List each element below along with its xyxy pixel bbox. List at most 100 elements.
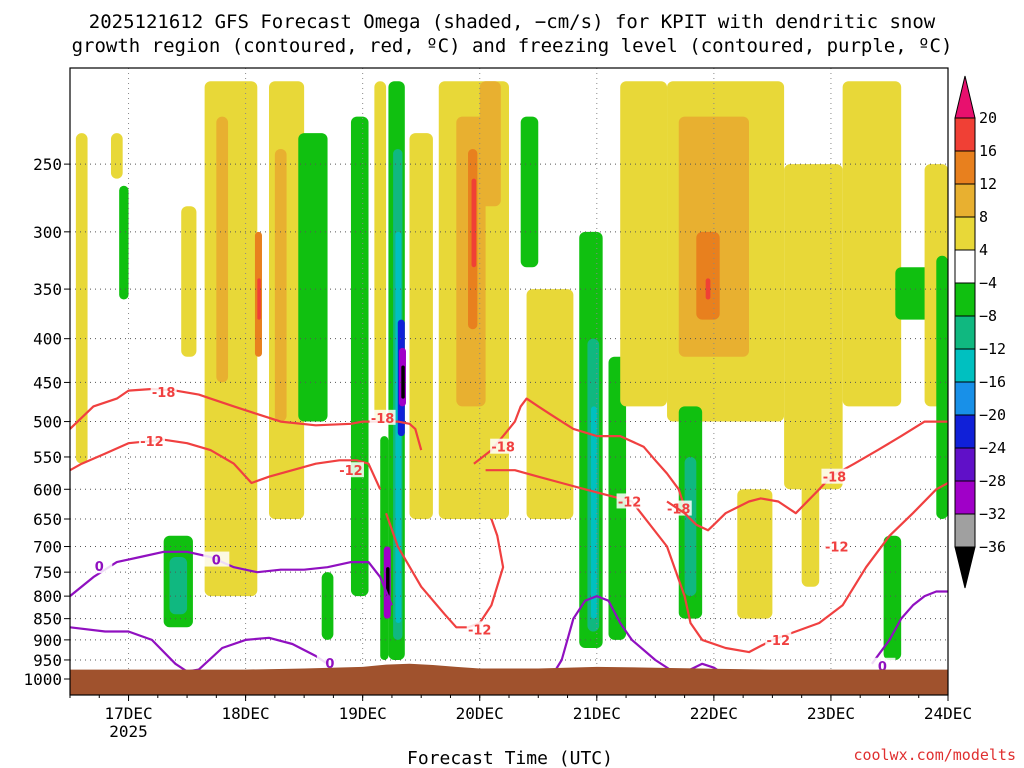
y-tick-label: 550 [33, 448, 62, 467]
colorbar-label: −4 [979, 274, 997, 292]
contour-label-bg [86, 558, 113, 574]
x-tick-sublabel: 2025 [109, 722, 148, 741]
omega-shade-region [684, 456, 697, 597]
dgz-right-contour [666, 420, 948, 532]
axes: 250 300 350 400 450 500 550 600 650 700 750 800 850 9… [23, 155, 972, 741]
colorbar-label: −8 [979, 307, 997, 325]
chart-title-line-1: 2025121612 GFS Forecast Omega (shaded, −… [89, 11, 936, 33]
x-tick-label: 21DEC [573, 704, 621, 723]
x-axis-label: Forecast Time (UTC) [407, 748, 613, 768]
contour-label: 0 [325, 657, 334, 672]
omega-shade-region [705, 278, 711, 300]
colorbar-swatch [954, 315, 976, 350]
contour-label: 0 [212, 554, 221, 569]
dgz-lower-c-contour [485, 469, 948, 654]
contour-label: -12 [767, 634, 791, 649]
colorbar-label: −36 [979, 538, 1006, 556]
contour-label-bg [203, 551, 230, 567]
colorbar-swatch [954, 282, 976, 317]
colorbar-swatch [954, 150, 976, 185]
credit-link[interactable]: coolwx.com/modelts [853, 746, 1016, 764]
omega-shade-region [883, 535, 902, 660]
dgz-lower-contour [70, 438, 382, 490]
contour-label-bg [821, 468, 848, 484]
omega-shade-region [409, 133, 433, 520]
colorbar-label: −16 [979, 373, 1006, 391]
omega-shade-region [620, 81, 668, 407]
y-tick-label: 950 [33, 651, 62, 670]
contour-label: -18 [491, 441, 515, 456]
omega-shade-region [169, 556, 188, 615]
y-tick-label: 1000 [23, 670, 62, 689]
plot-inner: -18-18-18-18-18-12-12-12-12-12-120 00 0 [70, 68, 948, 695]
freezing-level-c-contour [549, 595, 738, 681]
chart-title-line-2: growth region (contoured, red, ºC) and f… [72, 35, 953, 57]
contour-label-bg [765, 631, 792, 647]
y-tick-label: 400 [33, 330, 62, 349]
dgz-upper-contour [70, 387, 423, 451]
contour-label: -18 [823, 471, 847, 486]
omega-shade-region [386, 567, 390, 597]
omega-shade-region [520, 116, 539, 268]
y-tick-label: 600 [33, 480, 62, 499]
colorbar-swatch [954, 249, 976, 284]
colorbar-label: 8 [979, 208, 988, 226]
x-tick-label: 17DEC [104, 704, 152, 723]
omega-shade-region [274, 148, 287, 422]
colorbar-swatch [954, 546, 976, 589]
colorbar-swatch [954, 480, 976, 515]
contour-label: -12 [468, 623, 492, 638]
y-tick-label: 800 [33, 587, 62, 606]
contour-label: -12 [825, 541, 849, 556]
omega-shade-region [181, 206, 197, 357]
colorbar-swatch [954, 513, 976, 548]
omega-shade-region [479, 81, 501, 207]
colorbar-swatch [954, 216, 976, 251]
omega-shade-region [590, 406, 597, 619]
contour-label-bg [823, 538, 850, 554]
colorbar-swatch [954, 414, 976, 449]
contour-label-bg [490, 438, 517, 454]
omega-shade-region [119, 185, 129, 300]
contour-label-bg [369, 409, 396, 425]
colorbar-label: 4 [979, 241, 988, 259]
colorbar-label: 20 [979, 109, 997, 127]
x-tick-label: 24DEC [924, 704, 972, 723]
x-tick-label: 19DEC [339, 704, 387, 723]
y-tick-label: 750 [33, 563, 62, 582]
y-tick-label: 650 [33, 510, 62, 529]
colorbar-label: 16 [979, 142, 997, 160]
omega-shade-region [374, 81, 387, 422]
omega-shade-region [401, 365, 405, 399]
omega-shade-region [216, 116, 229, 383]
omega-shade-region [842, 81, 902, 407]
contour-label: -12 [339, 464, 363, 479]
omega-shade-region [696, 231, 720, 320]
omega-shade-region [321, 572, 334, 640]
omega-shade-region [801, 456, 820, 587]
colorbar-label: −24 [979, 439, 1006, 457]
contour-label-bg [316, 655, 343, 671]
colorbar-label: −20 [979, 406, 1006, 424]
freezing-level-d-contour [871, 590, 948, 665]
omega-shade-region [526, 289, 574, 520]
colorbar-label: −28 [979, 472, 1006, 490]
terrain [70, 663, 948, 695]
omega-shade-region [784, 164, 843, 490]
y-tick-label: 300 [33, 223, 62, 242]
colorbar-swatch [954, 381, 976, 416]
contour-label-bg [869, 657, 896, 673]
x-tick-label: 18DEC [222, 704, 270, 723]
x-tick-label: 20DEC [456, 704, 504, 723]
contour-label-bg [138, 433, 165, 449]
colorbar-label: −32 [979, 505, 1006, 523]
colorbar: 20 16 12 8 4 −4 −8 −12 −16 −20 −24 −28 −32 −36 [954, 75, 1006, 589]
colorbar-swatch [954, 117, 976, 152]
y-tick-label: 450 [33, 373, 62, 392]
y-tick-label: 700 [33, 538, 62, 557]
contour-label: 0 [878, 660, 887, 675]
omega-shade-region [737, 489, 773, 619]
omega-shade-region [471, 178, 477, 268]
contour-label: -12 [140, 435, 164, 450]
